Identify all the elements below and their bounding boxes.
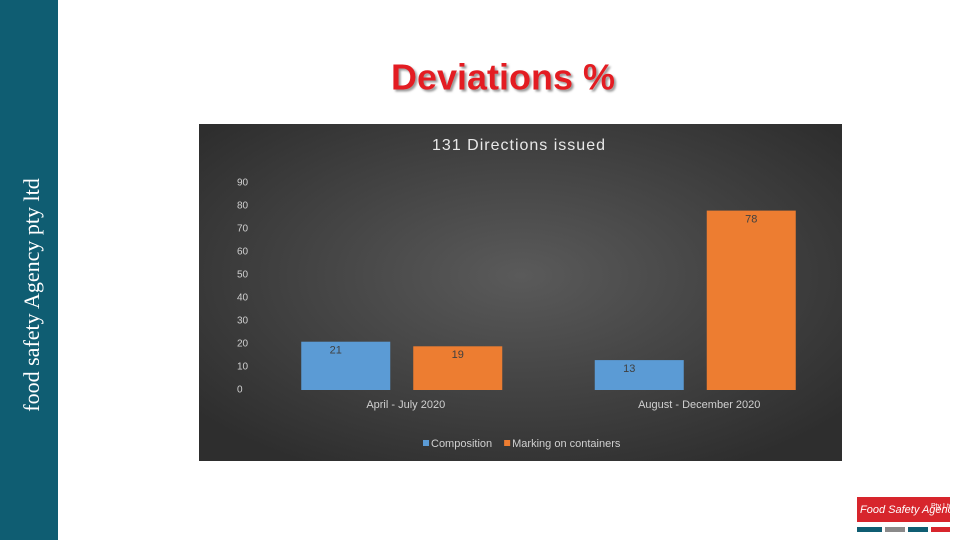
legend-label: Marking on containers xyxy=(512,438,621,450)
logo-box xyxy=(857,497,950,522)
logo-name: Food Safety Agency xyxy=(860,504,960,516)
x-tick-label: August - December 2020 xyxy=(638,399,760,411)
slide-title: Deviations % xyxy=(391,57,615,98)
y-tick-label: 30 xyxy=(237,316,249,327)
data-label: 78 xyxy=(745,214,757,226)
bar xyxy=(706,210,796,390)
bar xyxy=(301,341,391,390)
legend-swatch xyxy=(504,440,511,446)
y-tick-label: 10 xyxy=(237,362,249,373)
data-label: 19 xyxy=(452,349,464,361)
y-tick-label: 80 xyxy=(237,201,249,212)
logo: Food Safety Agency Pty Ltd xyxy=(857,497,960,532)
y-tick-label: 0 xyxy=(237,385,243,396)
chart-title: 131 Directions issued xyxy=(432,137,606,154)
logo-strip xyxy=(885,527,905,532)
data-label: 13 xyxy=(623,363,635,375)
y-tick-label: 40 xyxy=(237,293,249,304)
y-tick-label: 60 xyxy=(237,247,249,258)
logo-suffix: Pty Ltd xyxy=(931,503,953,510)
bar xyxy=(413,346,503,390)
logo-strip xyxy=(931,527,950,532)
legend-label: Composition xyxy=(431,438,492,450)
bar xyxy=(594,360,684,390)
sidebar xyxy=(0,0,58,540)
y-tick-label: 90 xyxy=(237,178,249,189)
sidebar-text: food safety Agency pty ltd xyxy=(19,178,44,411)
logo-strip xyxy=(908,527,928,532)
legend-swatch xyxy=(423,440,429,446)
y-tick-label: 70 xyxy=(237,224,249,235)
y-tick-label: 50 xyxy=(237,270,249,281)
y-tick-label: 20 xyxy=(237,339,249,350)
data-label: 21 xyxy=(330,345,342,357)
x-tick-label: April - July 2020 xyxy=(366,399,445,411)
logo-strip xyxy=(857,527,882,532)
